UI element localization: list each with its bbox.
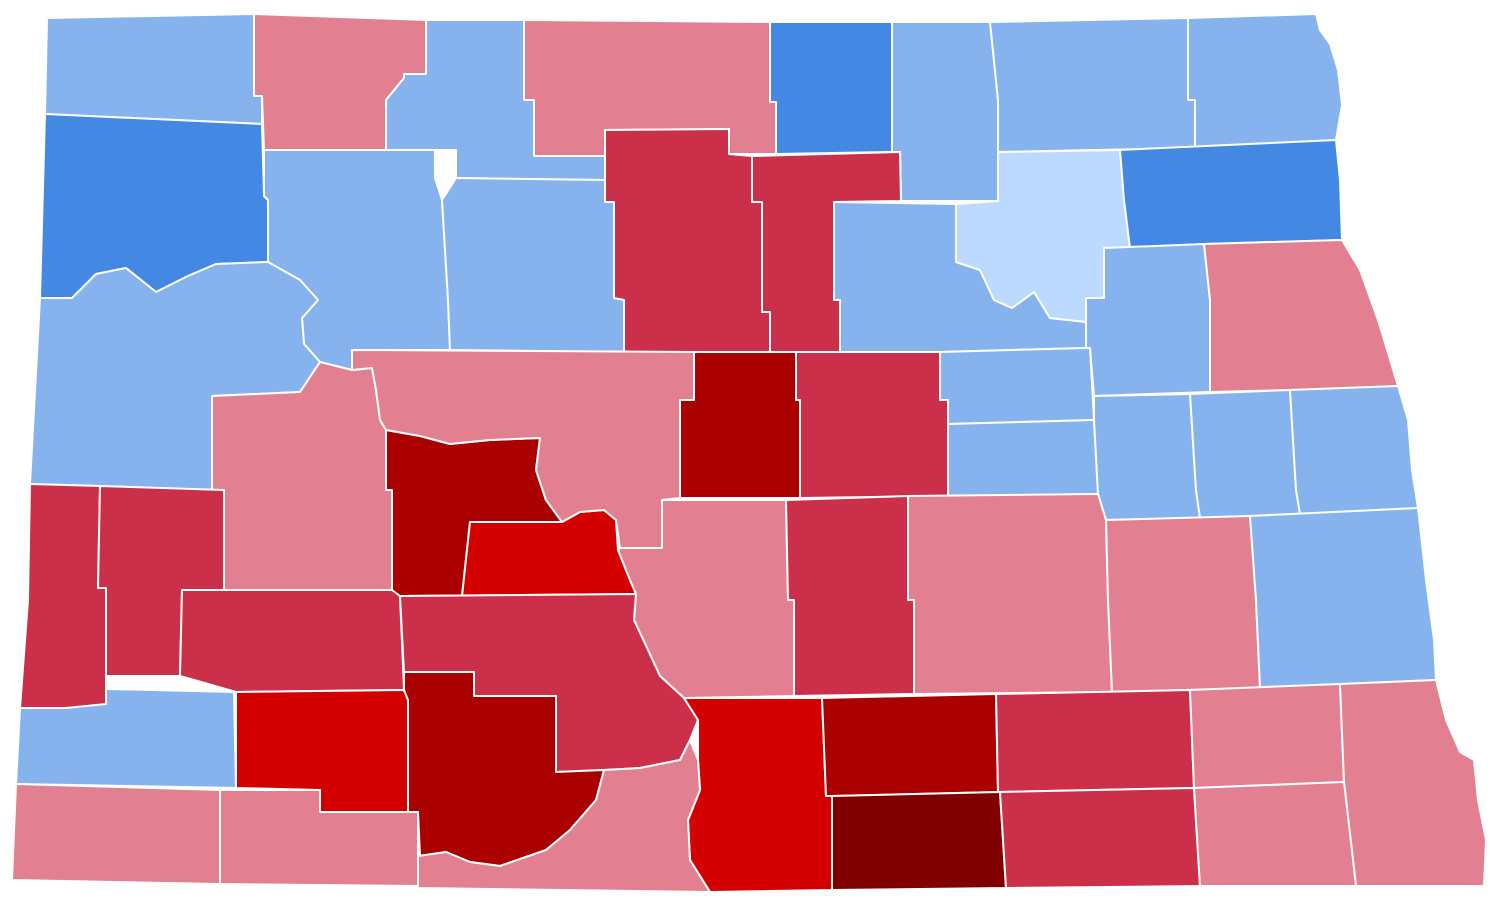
county-shape — [219, 789, 419, 887]
county-shape — [1093, 393, 1201, 521]
county-shape — [44, 13, 263, 125]
county-shape — [683, 697, 833, 893]
county-shape — [211, 361, 393, 591]
county-shape — [351, 349, 695, 549]
county-shape — [11, 783, 221, 885]
county-shape — [417, 739, 711, 893]
county-shape — [1193, 781, 1357, 887]
county-shape — [795, 351, 949, 499]
county-shape — [939, 347, 1095, 425]
county-shape — [1105, 515, 1261, 693]
county-shape — [19, 483, 107, 709]
county-shape — [1085, 243, 1211, 397]
county-shape — [1119, 139, 1343, 249]
county-shape — [947, 419, 1099, 497]
county-shape — [989, 17, 1196, 153]
county-shape — [1189, 683, 1345, 789]
county-shape — [769, 21, 893, 155]
county-shape — [907, 493, 1113, 695]
county-shape — [995, 689, 1195, 793]
county-shape — [999, 787, 1201, 889]
county-shape — [604, 128, 771, 353]
county-shape — [1339, 679, 1487, 887]
county-shape — [1249, 507, 1437, 689]
county-shape — [891, 21, 999, 202]
county-shape — [1189, 389, 1301, 519]
county-shape — [831, 791, 1007, 891]
county-shape — [1187, 13, 1343, 149]
county-shape — [1203, 239, 1399, 393]
county-shape — [821, 693, 999, 797]
county-shape — [179, 589, 405, 693]
county-shape — [1289, 385, 1419, 515]
county-shape — [785, 495, 915, 697]
county-shape — [441, 177, 625, 353]
county-layer — [11, 13, 1487, 893]
county-shape — [679, 351, 801, 499]
